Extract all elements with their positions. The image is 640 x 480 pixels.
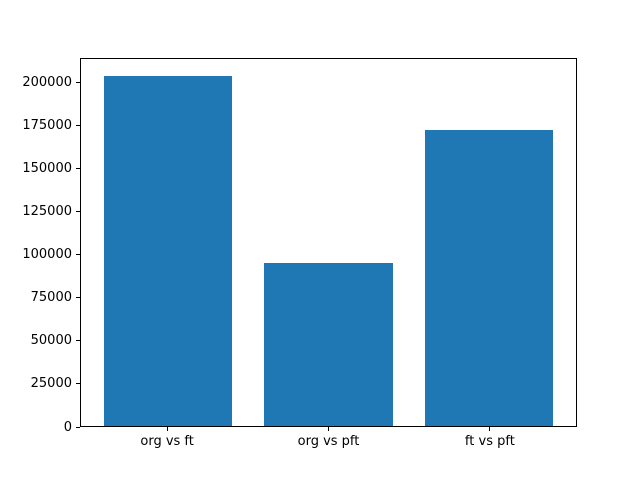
y-tick-label: 75000 — [30, 290, 72, 306]
y-tick-mark — [76, 168, 80, 170]
x-tick-mark — [166, 427, 168, 431]
y-tick-label: 200000 — [22, 74, 72, 90]
x-tick-mark — [328, 427, 329, 431]
y-tick-label: 25000 — [30, 376, 72, 392]
y-tick-label: 175000 — [22, 118, 72, 134]
x-tick-label: org vs ft — [140, 434, 194, 449]
y-tick-label: 100000 — [22, 247, 72, 263]
y-tick-label: 125000 — [22, 204, 72, 220]
y-tick-mark — [76, 125, 80, 127]
plot-area — [80, 58, 577, 427]
bar-0 — [103, 76, 233, 426]
x-tick-mark — [489, 427, 491, 431]
x-tick-label: ft vs pft — [464, 434, 515, 449]
y-tick-label: 50000 — [30, 333, 72, 349]
y-tick-mark — [76, 340, 80, 342]
y-tick-mark — [76, 426, 80, 428]
y-tick-mark — [76, 254, 80, 256]
y-tick-mark — [76, 211, 80, 213]
bar-2 — [424, 129, 554, 426]
bar-1 — [264, 263, 393, 426]
y-tick-label: 0 — [63, 419, 72, 435]
y-tick-mark — [76, 81, 80, 83]
x-tick-label: org vs pft — [297, 434, 360, 449]
y-tick-mark — [76, 297, 80, 299]
y-tick-mark — [76, 383, 80, 385]
y-tick-label: 150000 — [22, 161, 72, 177]
